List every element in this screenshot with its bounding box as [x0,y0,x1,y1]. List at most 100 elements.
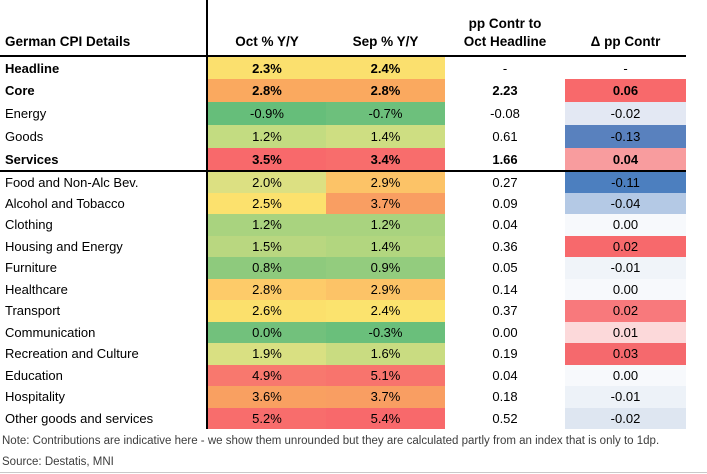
sep-yoy-cell: 5.1% [326,364,445,386]
column-header-pp-contr: pp Contr to Oct Headline [445,0,565,57]
pp-contr-cell: 0.61 [492,129,518,144]
table-row: Communication 0.0% -0.3% 0.00 0.01 [0,321,686,343]
table-row: Energy -0.9% -0.7% -0.08 -0.02 [0,102,686,125]
table-row: Headline 2.3% 2.4% - - [0,56,686,79]
pp-contr-cell: 0.05 [492,260,518,276]
table-row: Core 2.8% 2.8% 2.23 0.06 [0,79,686,102]
cpi-table-body: Headline 2.3% 2.4% - - Core 2.8% 2.8% 2.23 0.06 En… [0,56,686,429]
pp-contr-cell: 0.27 [492,174,518,190]
pp-contr-cell: 0.37 [492,303,518,319]
pp-contr-cell: 0.04 [492,217,518,233]
sep-yoy-cell: 2.9% [326,171,445,193]
source-line: Source: Destatis, MNI [2,456,114,468]
sep-yoy-cell: 2.8% [326,79,445,102]
table-row: Transport 2.6% 2.4% 0.37 0.02 [0,300,686,322]
delta-pp-cell: 0.00 [565,364,686,386]
delta-pp-cell: 0.03 [565,343,686,365]
table-row: Education 4.9% 5.1% 0.04 0.00 [0,364,686,386]
oct-yoy-cell: 2.8% [206,278,326,300]
row-label-cell: Energy [5,106,47,121]
delta-pp-cell: -0.13 [565,125,686,148]
delta-pp-cell: 0.06 [565,79,686,102]
pp-contr-cell: 0.18 [492,389,518,405]
sep-yoy-cell: 3.4% [326,148,445,172]
table-row: Hospitality 3.6% 3.7% 0.18 -0.01 [0,386,686,408]
pp-contr-cell: 0.04 [492,367,518,383]
delta-pp-cell: 0.00 [565,278,686,300]
column-header-sep: Sep % Y/Y [326,0,445,57]
delta-pp-cell: -0.01 [565,257,686,279]
cpi-table: German CPI Details Oct % Y/Y Sep % Y/Y p… [0,0,686,429]
column-header-pp-line1: pp Contr to [468,15,542,31]
delta-pp-cell: -0.04 [565,192,686,214]
oct-yoy-cell: 2.5% [206,192,326,214]
pp-contr-cell: - [502,60,508,76]
oct-yoy-cell: 0.8% [206,257,326,279]
sep-yoy-cell: 1.4% [326,125,445,148]
oct-yoy-cell: 2.3% [206,56,326,79]
row-label-cell: Housing and Energy [5,238,123,254]
table-row: Alcohol and Tobacco 2.5% 3.7% 0.09 -0.04 [0,192,686,214]
row-label-cell: Headline [5,60,60,76]
row-label-cell: Communication [5,324,96,340]
pp-contr-cell: 0.36 [492,238,518,254]
delta-pp-cell: 0.02 [565,235,686,257]
table-row: Housing and Energy 1.5% 1.4% 0.36 0.02 [0,235,686,257]
sep-yoy-cell: -0.3% [326,321,445,343]
row-label-cell: Food and Non-Alc Bev. [5,174,139,190]
pp-contr-cell: -0.08 [490,106,520,121]
delta-pp-cell: -0.11 [565,171,686,193]
table-row: Services 3.5% 3.4% 1.66 0.04 [0,148,686,172]
sep-yoy-cell: -0.7% [326,102,445,125]
oct-yoy-cell: 3.5% [206,148,326,172]
pp-contr-cell: 2.23 [492,83,518,98]
row-label-cell: Clothing [5,217,53,233]
pp-contr-cell: 0.14 [492,281,518,297]
table-row: Healthcare 2.8% 2.9% 0.14 0.00 [0,278,686,300]
oct-yoy-cell: 1.2% [206,125,326,148]
row-label-cell: Furniture [5,260,58,276]
oct-yoy-cell: 1.2% [206,214,326,236]
pp-contr-cell: 1.66 [445,148,565,172]
pp-contr-cell: 0.52 [492,410,518,426]
footnote: Note: Contributions are indicative here … [2,435,660,447]
page-title: German CPI Details [0,0,207,57]
column-header-delta: Δ pp Contr [565,0,686,57]
oct-yoy-cell: 2.6% [206,300,326,322]
sep-yoy-cell: 3.7% [326,386,445,408]
header-row: German CPI Details Oct % Y/Y Sep % Y/Y p… [0,0,686,57]
row-label-cell: Alcohol and Tobacco [5,195,125,211]
row-label-cell: Services [0,148,207,172]
delta-pp-cell: -0.02 [565,407,686,429]
oct-yoy-cell: 4.9% [206,364,326,386]
oct-yoy-cell: 2.0% [206,171,326,193]
oct-yoy-cell: 5.2% [206,407,326,429]
bottom-divider [0,472,707,473]
row-label-cell: Goods [5,129,44,144]
column-header-pp-line2: Oct Headline [463,33,547,49]
oct-yoy-cell: -0.9% [206,102,326,125]
column-header-oct: Oct % Y/Y [206,0,326,57]
sep-yoy-cell: 2.9% [326,278,445,300]
sep-yoy-cell: 2.4% [326,56,445,79]
delta-pp-cell: -0.02 [565,102,686,125]
pp-contr-cell: 0.19 [492,346,518,362]
pp-contr-cell: 0.09 [492,195,518,211]
table-row: Goods 1.2% 1.4% 0.61 -0.13 [0,125,686,148]
pp-contr-cell: 0.00 [492,324,518,340]
oct-yoy-cell: 1.5% [206,235,326,257]
sep-yoy-cell: 3.7% [326,192,445,214]
delta-pp-cell: - [623,60,628,76]
table-row: Other goods and services 5.2% 5.4% 0.52 -0.0… [0,407,686,429]
delta-pp-cell: 0.02 [565,300,686,322]
delta-pp-cell: -0.01 [565,386,686,408]
delta-pp-cell: 0.01 [565,321,686,343]
oct-yoy-cell: 2.8% [206,79,326,102]
table-row: Food and Non-Alc Bev. 2.0% 2.9% 0.27 -0.11 [0,171,686,193]
oct-yoy-cell: 0.0% [206,321,326,343]
row-label-cell: Hospitality [5,389,65,405]
delta-pp-cell: 0.00 [565,214,686,236]
table-row: Recreation and Culture 1.9% 1.6% 0.19 0.03 [0,343,686,365]
row-label-cell: Healthcare [5,281,68,297]
